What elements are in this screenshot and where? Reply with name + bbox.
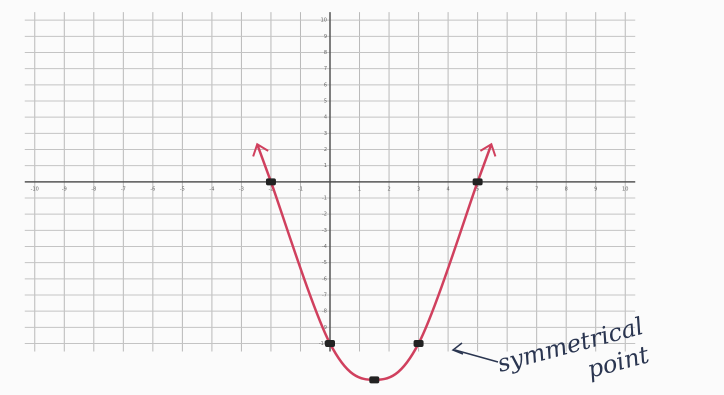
marks	[252, 142, 497, 384]
annotation-arrow	[454, 349, 499, 363]
x-tick-label: -7	[121, 186, 126, 192]
x-tick-label: 9	[594, 186, 597, 192]
x-tick-label: -8	[91, 186, 96, 192]
y-tick-label: -9	[322, 325, 327, 331]
x-tick-label: -6	[150, 186, 155, 192]
point-marker	[325, 340, 335, 347]
point-marker	[413, 340, 424, 347]
y-tick-label: -1	[322, 196, 327, 202]
y-tick-label: -5	[322, 260, 327, 266]
x-tick-label: 6	[506, 186, 509, 192]
x-tick-label: -5	[180, 186, 185, 192]
y-tick-label: 4	[324, 115, 327, 121]
point-marker	[472, 178, 483, 186]
x-tick-label: 10	[622, 186, 628, 192]
y-tick-label: 2	[324, 147, 327, 153]
x-tick-label: 1	[358, 186, 361, 192]
y-tick-label: 5	[324, 99, 327, 105]
x-tick-label: -10	[31, 186, 39, 192]
axes: -10 -9 -8 -7 -6 -5 -4 -3 -2 -1 1 2 3 4 5 6 7 8 9 10 -10 -9 -8 -…	[24, 12, 636, 352]
x-tick-label: 2	[387, 186, 390, 192]
y-tick-label: 1	[324, 163, 327, 169]
x-tick-label: -9	[62, 186, 67, 192]
x-tick-label: 3	[417, 186, 420, 192]
x-tick-label: 8	[565, 186, 568, 192]
y-tick-label: -7	[322, 293, 327, 299]
y-tick-label: 8	[324, 50, 327, 56]
y-tick-label: 6	[324, 82, 327, 88]
y-tick-label: -6	[322, 276, 327, 282]
y-tick-label: -2	[322, 212, 327, 218]
point-marker	[265, 178, 276, 186]
x-tick-label: -2	[268, 186, 273, 192]
annotation-arrowhead	[451, 342, 464, 355]
y-tick-label: -8	[322, 309, 327, 315]
curve-arm	[476, 143, 493, 183]
curve-arm	[256, 143, 273, 183]
y-tick-label: -4	[322, 244, 327, 250]
x-tick-label: -3	[239, 186, 244, 192]
x-tick-label: 7	[535, 186, 538, 192]
arrowhead	[479, 142, 497, 157]
x-tick-label: -4	[209, 186, 214, 192]
y-tick-label: 9	[324, 34, 327, 40]
x-tick-label: 4	[447, 186, 450, 192]
x-tick-label: 5	[476, 186, 479, 192]
y-tick-label: -10	[319, 341, 327, 347]
y-tick-label: -3	[322, 228, 327, 234]
y-tick-label: 3	[324, 131, 327, 137]
curve	[269, 181, 479, 382]
y-tick-label: 7	[324, 66, 327, 72]
arrowhead	[252, 142, 269, 157]
x-tick-label: -1	[298, 186, 303, 192]
y-tick-label: 10	[321, 18, 327, 24]
point-marker	[369, 376, 380, 384]
